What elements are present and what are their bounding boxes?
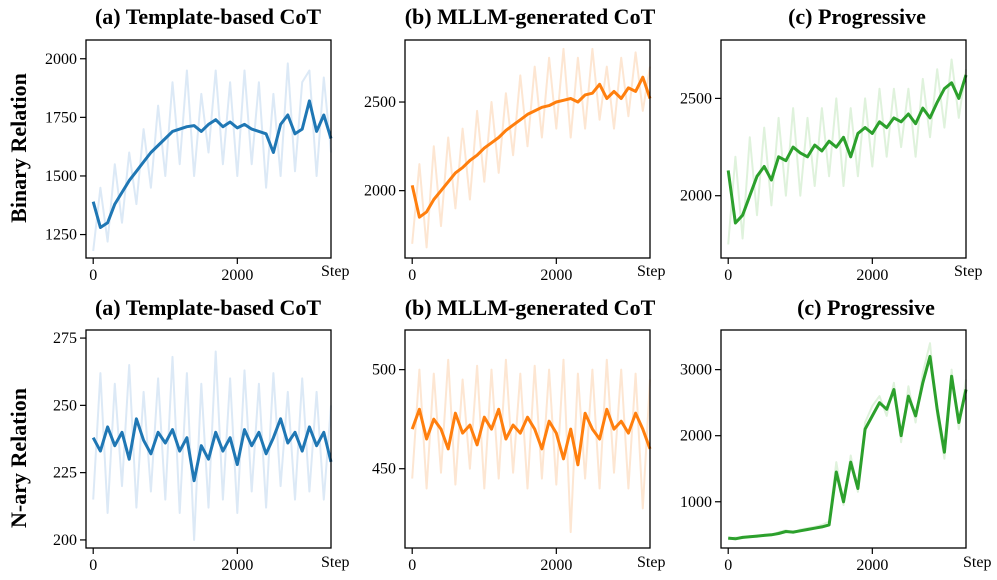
smoothed-series-layer [91, 417, 333, 483]
y-tick-label: 2000 [680, 428, 712, 445]
y-tick-label: 450 [372, 461, 396, 478]
smoothed-series-line [726, 74, 968, 225]
chart-title: (c) Progressive [788, 4, 926, 29]
plot-frame [85, 39, 332, 259]
ticks-layer: 0 2000 200 225 250 275 [53, 330, 253, 574]
y-tick-label: 3000 [680, 362, 712, 379]
x-tick-label: 0 [89, 557, 97, 574]
chart-panel-binary-template: (a) Template-based CoT 0 2000 1250 1500 1750… [45, 4, 349, 284]
chart-panel-binary-mllm: (b) MLLM-generated CoT 0 2000 2000 2500 Ste… [364, 4, 665, 284]
y-tick-label: 225 [53, 465, 77, 482]
y-tick-label: 1750 [45, 109, 77, 126]
plot-frame [404, 39, 651, 259]
smoothed-series-layer [410, 407, 652, 467]
y-tick-label: 500 [372, 362, 396, 379]
chart-panel-nary-template: (a) Template-based CoT 0 2000 200 225 250 275… [53, 295, 349, 574]
raw-series-line [411, 47, 651, 249]
x-axis-label: Step [963, 554, 991, 571]
ticks-layer: 0 2000 450 500 [372, 362, 572, 574]
x-axis-label: Step [637, 263, 665, 280]
raw-series-line [92, 62, 332, 252]
x-tick-label: 2000 [856, 557, 888, 574]
chart-panel-nary-progressive: (c) Progressive 0 2000 1000 2000 3000 Step [680, 295, 991, 574]
y-tick-label: 275 [53, 330, 77, 347]
chart-title: (b) MLLM-generated CoT [405, 295, 656, 320]
smoothed-series-line [410, 75, 652, 219]
chart-panel-binary-progressive: (c) Progressive 0 2000 2000 2500 Step [680, 4, 982, 284]
y-tick-label: 2500 [364, 94, 396, 111]
y-tick-label: 200 [53, 532, 77, 549]
x-axis-label: Step [637, 554, 665, 571]
x-tick-label: 0 [89, 267, 97, 284]
ticks-layer: 0 2000 1000 2000 3000 [680, 362, 888, 574]
y-tick-label: 1500 [45, 168, 77, 185]
chart-title: (a) Template-based CoT [95, 295, 321, 320]
x-tick-label: 0 [408, 557, 416, 574]
raw-series-line [727, 342, 967, 541]
raw-series-line [727, 58, 967, 245]
chart-title: (b) MLLM-generated CoT [405, 4, 656, 29]
smoothed-series-line [91, 99, 333, 229]
plot-frame [720, 329, 967, 549]
smoothed-series-layer [728, 354, 968, 541]
x-tick-label: 2000 [540, 557, 572, 574]
raw-series-layer [411, 47, 651, 249]
y-tick-label: 1000 [680, 494, 712, 511]
y-tick-label: 2000 [45, 51, 77, 68]
y-tick-label: 1250 [45, 227, 77, 244]
chart-title: (c) Progressive [797, 295, 935, 320]
y-tick-label: 2000 [680, 188, 712, 205]
row-label-nary: N-ary Relation [6, 388, 31, 528]
raw-series-layer [92, 62, 332, 252]
smoothed-series-line [91, 417, 333, 483]
y-tick-label: 2500 [680, 90, 712, 107]
ticks-layer: 0 2000 2000 2500 [364, 94, 572, 284]
raw-series-layer [727, 58, 967, 245]
x-tick-label: 2000 [540, 267, 572, 284]
smoothed-series-layer [726, 74, 968, 225]
x-tick-label: 0 [724, 557, 732, 574]
smoothed-series-layer [410, 75, 652, 219]
smoothed-series-line [728, 354, 968, 541]
x-axis-label: Step [321, 554, 349, 571]
x-tick-label: 0 [724, 267, 732, 284]
ticks-layer: 0 2000 1250 1500 1750 2000 [45, 51, 253, 284]
x-axis-label: Step [954, 263, 982, 280]
raw-series-layer [727, 342, 967, 541]
y-tick-label: 2000 [364, 183, 396, 200]
row-label-binary: Binary Relation [6, 73, 31, 223]
ticks-layer: 0 2000 2000 2500 [680, 90, 888, 284]
x-tick-label: 2000 [221, 557, 253, 574]
chart-panel-nary-mllm: (b) MLLM-generated CoT 0 2000 450 500 Step [372, 295, 665, 574]
plot-frame [85, 329, 332, 549]
plot-frame [720, 39, 967, 259]
smoothed-series-line [410, 407, 652, 467]
x-tick-label: 0 [408, 267, 416, 284]
x-tick-label: 2000 [856, 267, 888, 284]
smoothed-series-layer [91, 99, 333, 229]
chart-title: (a) Template-based CoT [95, 4, 321, 29]
y-tick-label: 250 [53, 397, 77, 414]
x-axis-label: Step [321, 263, 349, 280]
x-tick-label: 2000 [221, 267, 253, 284]
plot-frame [404, 329, 651, 549]
